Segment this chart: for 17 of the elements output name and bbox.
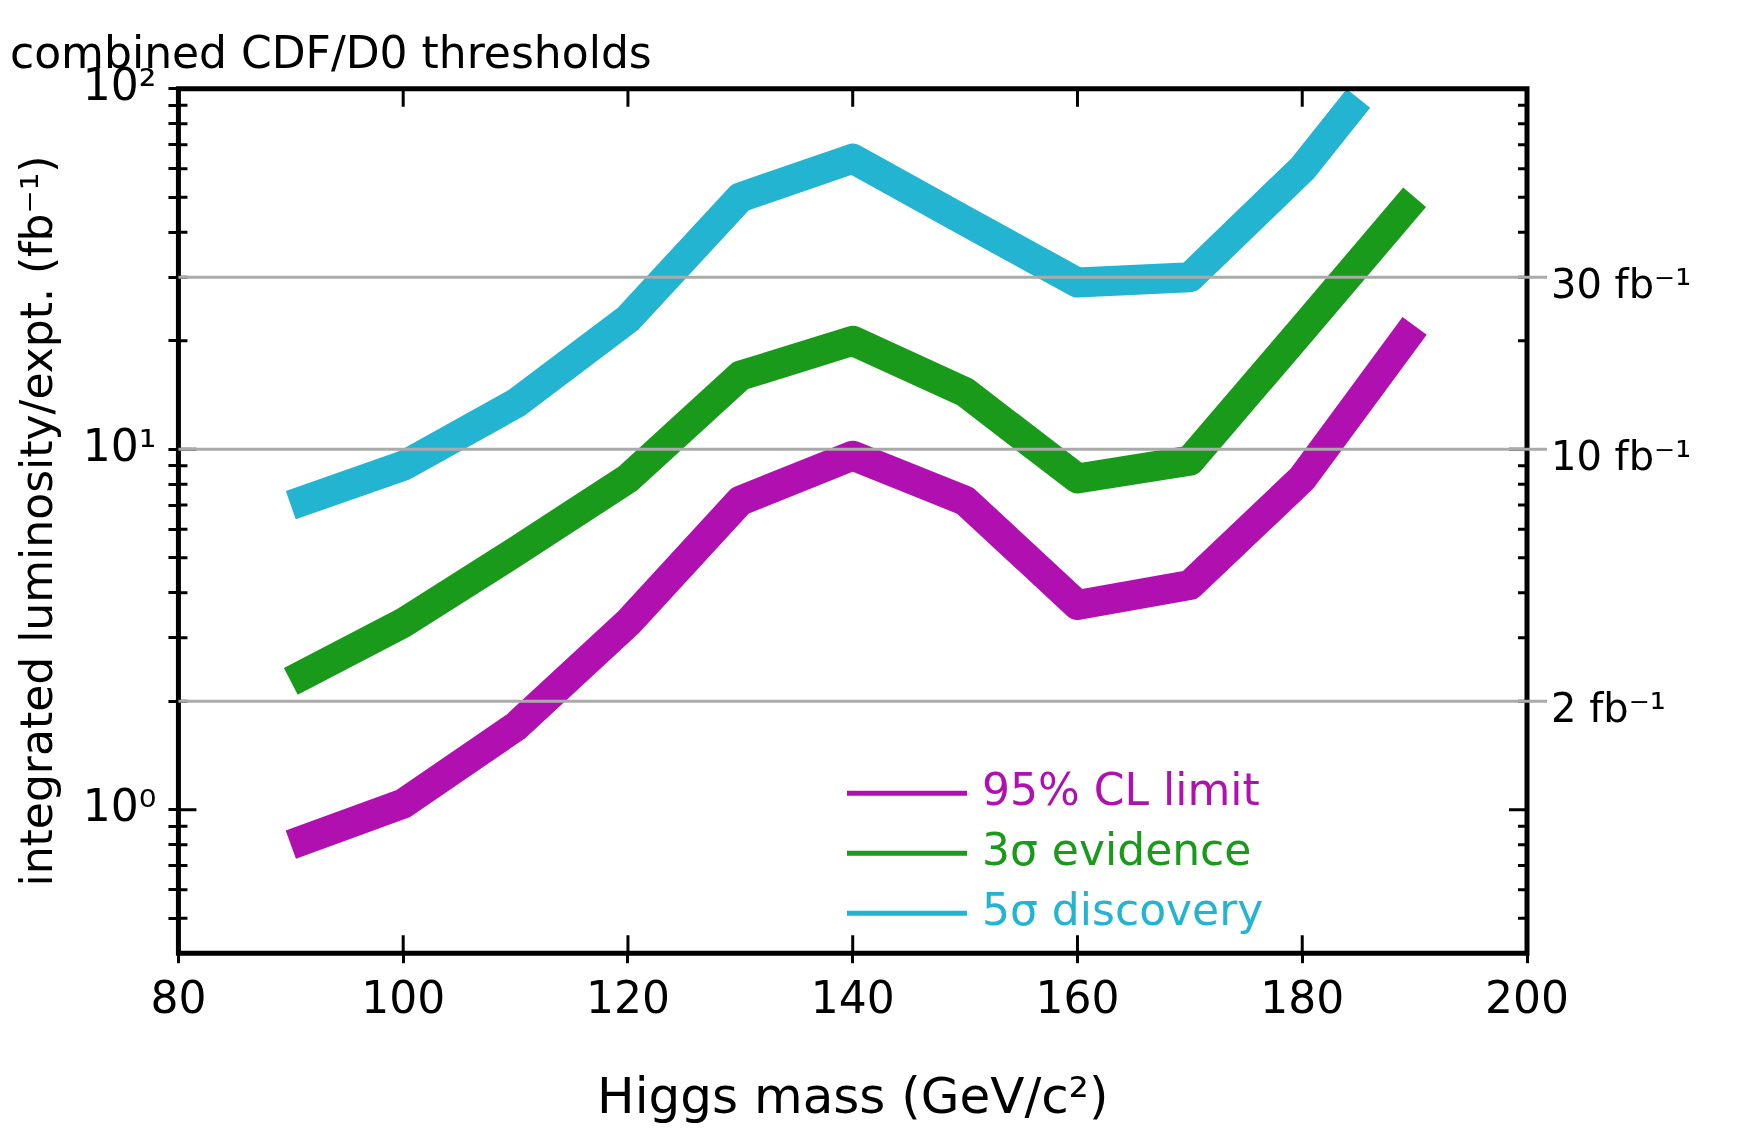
x-tick-label: 120 xyxy=(585,972,670,1024)
y-tick-label: 10¹ xyxy=(82,419,157,471)
y-axis-title: integrated luminosity/expt. (fb⁻¹) xyxy=(10,155,62,887)
x-axis-title: Higgs mass (GeV/c²) xyxy=(597,1066,1109,1125)
ref-line-label: 10 fb⁻¹ xyxy=(1551,432,1692,479)
x-tick-label: 140 xyxy=(810,972,895,1024)
x-tick-label: 100 xyxy=(361,972,446,1024)
ref-line-label: 30 fb⁻¹ xyxy=(1551,260,1692,307)
legend-label: 5σ discovery xyxy=(982,883,1264,935)
ref-line-label: 2 fb⁻¹ xyxy=(1551,684,1666,731)
x-tick-label: 180 xyxy=(1260,972,1345,1024)
x-tick-label: 200 xyxy=(1485,972,1569,1024)
y-tick-label: 10⁰ xyxy=(82,780,157,832)
x-tick-label: 80 xyxy=(150,972,207,1024)
legend-label: 95% CL limit xyxy=(982,763,1260,815)
legend-label: 3σ evidence xyxy=(982,823,1252,875)
x-tick-label: 160 xyxy=(1035,972,1120,1024)
